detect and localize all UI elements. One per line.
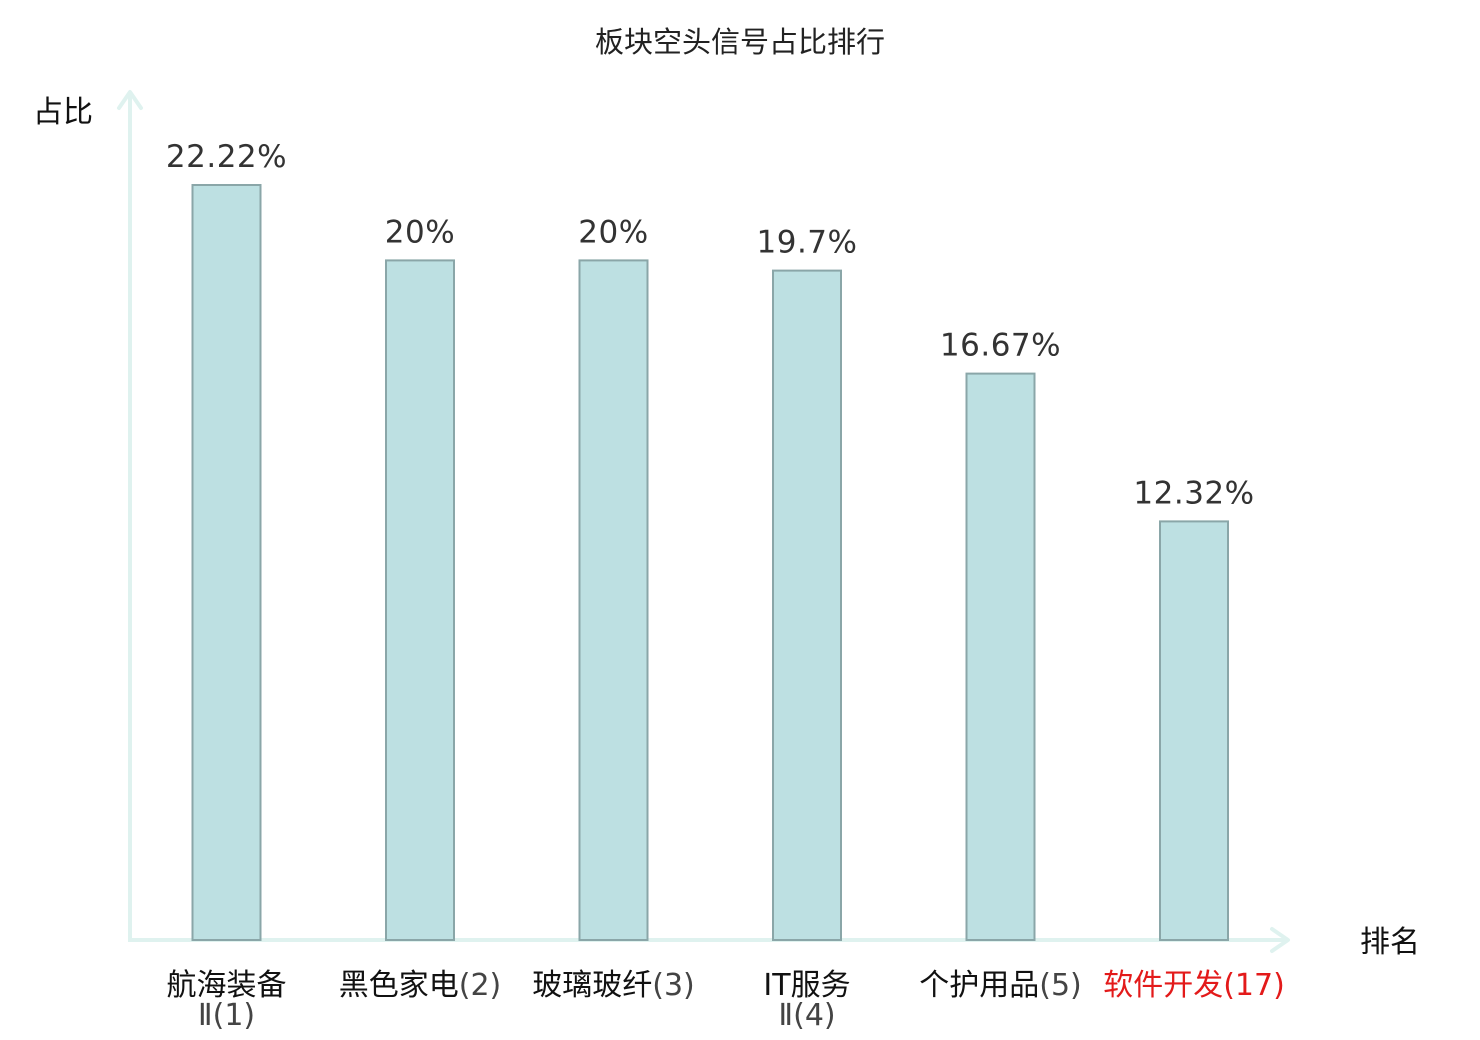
category-name: 黑色家电: [339, 968, 459, 1003]
y-axis: 占比: [33, 90, 143, 940]
x-axis-arrowhead: [1270, 927, 1290, 953]
bar-3: [578, 259, 649, 941]
category-label-6: 软件开发(17): [1103, 968, 1285, 1003]
value-label-2: 20%: [385, 214, 455, 250]
bar-4: [772, 269, 842, 942]
y-axis-label: 占比: [33, 95, 93, 130]
value-label-3: 20%: [578, 214, 648, 250]
category-rank: (17): [1223, 968, 1285, 1003]
category-rank: (5): [1039, 968, 1082, 1003]
category-name: IT服务: [763, 968, 850, 1003]
category-label-1: 航海装备 Ⅱ(1): [167, 968, 287, 1033]
bar-6: [1159, 520, 1229, 942]
value-label-4: 19.7%: [757, 225, 858, 261]
x-axis: 排名: [128, 925, 1420, 960]
bar-5: [965, 372, 1036, 942]
category-name: 软件开发: [1103, 968, 1223, 1003]
category-rank: Ⅱ(4): [778, 998, 835, 1033]
category-label-5: 个护用品(5): [919, 968, 1082, 1003]
bar-series: [191, 184, 1229, 942]
category-name: 航海装备: [167, 968, 287, 1003]
category-label-2: 黑色家电(2): [339, 968, 502, 1003]
y-axis-arrowhead: [117, 90, 143, 110]
value-labels: 22.22% 20% 20% 19.7% 16.67% 12.32%: [166, 139, 1254, 511]
category-labels: 航海装备 Ⅱ(1) 黑色家电(2) 玻璃玻纤(3) IT服务 Ⅱ(4) 个护用品(5) 软件开…: [167, 968, 1285, 1033]
bar-2: [385, 259, 455, 941]
chart-title: 板块空头信号占比排行: [595, 25, 885, 59]
category-rank: (3): [652, 968, 695, 1003]
x-axis-label: 排名: [1360, 925, 1420, 960]
category-label-3: 玻璃玻纤(3): [532, 968, 695, 1003]
value-label-6: 12.32%: [1133, 475, 1254, 511]
value-label-1: 22.22%: [166, 139, 287, 175]
category-name: 玻璃玻纤: [532, 968, 652, 1003]
bar-1: [191, 184, 262, 941]
category-name: 个护用品: [919, 968, 1039, 1003]
value-label-5: 16.67%: [940, 328, 1061, 364]
category-label-4: IT服务 Ⅱ(4): [763, 968, 850, 1033]
category-rank: Ⅱ(1): [198, 998, 255, 1033]
category-rank: (2): [459, 968, 502, 1003]
